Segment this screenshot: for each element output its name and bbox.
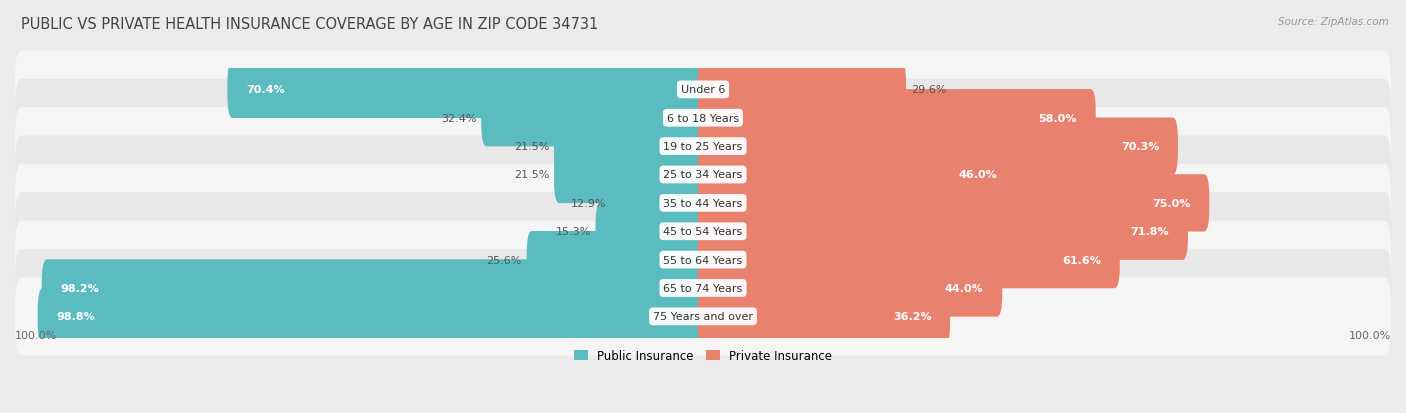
FancyBboxPatch shape [15, 164, 1391, 242]
FancyBboxPatch shape [527, 231, 709, 289]
Text: Under 6: Under 6 [681, 85, 725, 95]
Text: 71.8%: 71.8% [1130, 227, 1170, 237]
FancyBboxPatch shape [697, 175, 1209, 232]
Text: 21.5%: 21.5% [515, 142, 550, 152]
FancyBboxPatch shape [42, 260, 709, 317]
FancyBboxPatch shape [697, 147, 1015, 204]
FancyBboxPatch shape [15, 108, 1391, 186]
Text: 36.2%: 36.2% [893, 311, 931, 322]
FancyBboxPatch shape [15, 278, 1391, 356]
FancyBboxPatch shape [15, 249, 1391, 327]
Text: 21.5%: 21.5% [515, 170, 550, 180]
Text: 32.4%: 32.4% [441, 114, 477, 123]
Text: 55 to 64 Years: 55 to 64 Years [664, 255, 742, 265]
Text: 58.0%: 58.0% [1039, 114, 1077, 123]
FancyBboxPatch shape [596, 203, 709, 260]
Text: 12.9%: 12.9% [571, 198, 607, 208]
FancyBboxPatch shape [697, 62, 905, 119]
Text: 29.6%: 29.6% [911, 85, 946, 95]
Text: 35 to 44 Years: 35 to 44 Years [664, 198, 742, 208]
FancyBboxPatch shape [15, 51, 1391, 129]
Text: 15.3%: 15.3% [555, 227, 591, 237]
Text: 70.3%: 70.3% [1121, 142, 1159, 152]
Text: 25 to 34 Years: 25 to 34 Years [664, 170, 742, 180]
Legend: Public Insurance, Private Insurance: Public Insurance, Private Insurance [569, 344, 837, 367]
Text: 6 to 18 Years: 6 to 18 Years [666, 114, 740, 123]
FancyBboxPatch shape [697, 231, 1119, 289]
FancyBboxPatch shape [697, 118, 1178, 176]
Text: PUBLIC VS PRIVATE HEALTH INSURANCE COVERAGE BY AGE IN ZIP CODE 34731: PUBLIC VS PRIVATE HEALTH INSURANCE COVER… [21, 17, 599, 31]
Text: Source: ZipAtlas.com: Source: ZipAtlas.com [1278, 17, 1389, 26]
Text: 100.0%: 100.0% [1348, 330, 1391, 340]
FancyBboxPatch shape [15, 80, 1391, 157]
FancyBboxPatch shape [697, 90, 1095, 147]
FancyBboxPatch shape [554, 118, 709, 176]
FancyBboxPatch shape [15, 136, 1391, 214]
Text: 70.4%: 70.4% [246, 85, 285, 95]
Text: 44.0%: 44.0% [945, 283, 984, 293]
Text: 75 Years and over: 75 Years and over [652, 311, 754, 322]
Text: 19 to 25 Years: 19 to 25 Years [664, 142, 742, 152]
Text: 25.6%: 25.6% [486, 255, 522, 265]
FancyBboxPatch shape [15, 221, 1391, 299]
FancyBboxPatch shape [228, 62, 709, 119]
Text: 75.0%: 75.0% [1153, 198, 1191, 208]
Text: 98.8%: 98.8% [56, 311, 96, 322]
Text: 45 to 54 Years: 45 to 54 Years [664, 227, 742, 237]
FancyBboxPatch shape [697, 203, 1188, 260]
FancyBboxPatch shape [697, 260, 1002, 317]
Text: 65 to 74 Years: 65 to 74 Years [664, 283, 742, 293]
FancyBboxPatch shape [612, 175, 709, 232]
FancyBboxPatch shape [697, 288, 950, 345]
Text: 98.2%: 98.2% [60, 283, 100, 293]
FancyBboxPatch shape [554, 147, 709, 204]
Text: 100.0%: 100.0% [15, 330, 58, 340]
FancyBboxPatch shape [15, 193, 1391, 271]
Text: 61.6%: 61.6% [1062, 255, 1101, 265]
FancyBboxPatch shape [38, 288, 709, 345]
FancyBboxPatch shape [481, 90, 709, 147]
Text: 46.0%: 46.0% [957, 170, 997, 180]
